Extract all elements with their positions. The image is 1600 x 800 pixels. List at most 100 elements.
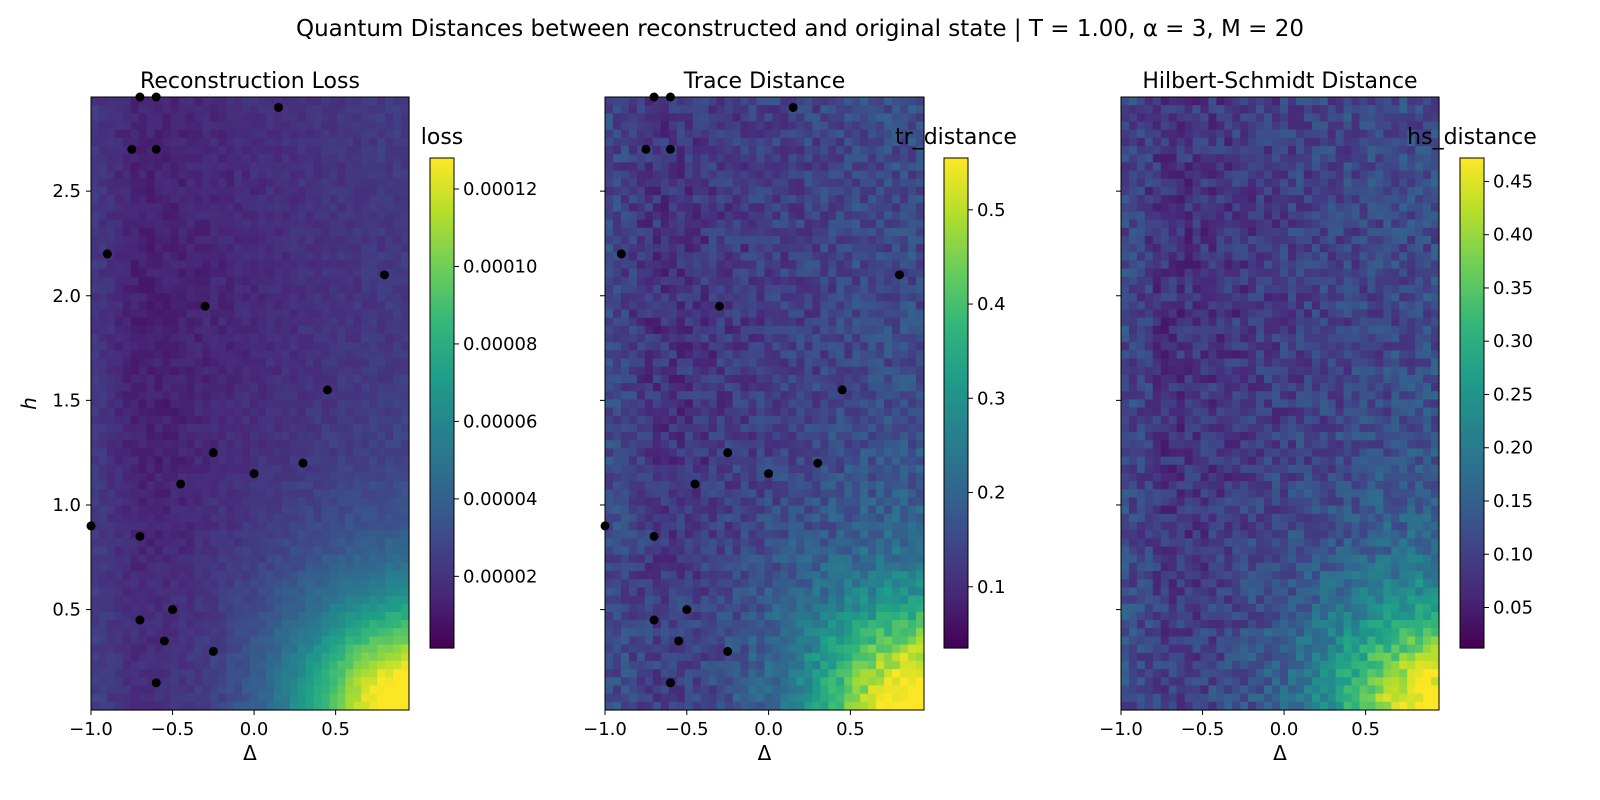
heatmap-cell	[812, 219, 821, 229]
heatmap-cell	[780, 399, 790, 409]
heatmap-cell	[740, 350, 750, 360]
heatmap-cell	[162, 105, 172, 114]
heatmap-cell	[178, 252, 187, 262]
heatmap-cell	[297, 432, 307, 441]
heatmap-cell	[345, 227, 354, 237]
heatmap-cell	[130, 195, 140, 204]
heatmap-cell	[297, 97, 307, 106]
heatmap-cell	[369, 317, 378, 327]
heatmap-cell	[820, 195, 829, 204]
heatmap-cell	[106, 293, 116, 302]
heatmap-cell	[876, 268, 885, 278]
heatmap-cell	[273, 554, 283, 564]
heatmap-cell	[162, 611, 172, 621]
heatmap-cell	[91, 391, 100, 401]
heatmap-cell	[852, 113, 861, 123]
heatmap-cell	[636, 464, 646, 474]
heatmap-cell	[748, 423, 758, 433]
heatmap-cell	[138, 415, 148, 425]
heatmap-cell	[106, 260, 116, 270]
heatmap-cell	[114, 186, 124, 196]
heatmap-cell	[98, 522, 108, 531]
heatmap-cell	[170, 636, 180, 646]
heatmap-cell	[154, 129, 164, 139]
heatmap-cell	[692, 342, 702, 351]
heatmap-cell	[732, 358, 742, 368]
heatmap-cell	[122, 423, 132, 433]
heatmap-cell	[780, 342, 790, 351]
heatmap-cell	[242, 587, 251, 597]
heatmap-cell	[98, 309, 108, 319]
heatmap-cell	[91, 660, 100, 670]
heatmap-cell	[361, 186, 370, 196]
heatmap-cell	[780, 415, 790, 425]
heatmap-cell	[98, 464, 108, 474]
heatmap-cell	[273, 513, 283, 523]
heatmap-cell	[210, 530, 219, 539]
heatmap-cell	[636, 423, 646, 433]
heatmap-cell	[170, 105, 180, 114]
heatmap-cell	[676, 162, 686, 172]
heatmap-cell	[620, 383, 630, 392]
heatmap-cell	[345, 244, 354, 253]
heatmap-cell	[321, 440, 331, 450]
heatmap-cell	[313, 603, 323, 613]
heatmap-cell	[210, 317, 219, 327]
heatmap-cell	[393, 137, 402, 147]
heatmap-cell	[194, 350, 203, 360]
heatmap-cell	[716, 399, 726, 409]
heatmap-cell	[361, 342, 370, 351]
heatmap-cell	[820, 350, 829, 360]
heatmap-cell	[908, 448, 917, 458]
heatmap-cell	[756, 350, 766, 360]
heatmap-cell	[393, 391, 402, 401]
heatmap-cell	[780, 276, 790, 286]
heatmap-cell	[202, 244, 211, 253]
heatmap-cell	[353, 432, 362, 441]
heatmap-cell	[401, 423, 410, 433]
heatmap-cell	[257, 170, 267, 180]
heatmap-cell	[892, 284, 901, 294]
heatmap-cell	[226, 579, 235, 588]
heatmap-cell	[202, 97, 211, 106]
heatmap-cell	[337, 154, 346, 163]
heatmap-cell	[257, 260, 267, 270]
heatmap-cell	[844, 276, 853, 286]
heatmap-cell	[91, 497, 100, 507]
heatmap-cell	[377, 391, 386, 401]
heatmap-cell	[242, 530, 251, 539]
heatmap-cell	[652, 407, 662, 417]
heatmap-cell	[257, 464, 267, 474]
heatmap-cell	[748, 284, 758, 294]
heatmap-cell	[202, 669, 211, 678]
heatmap-cell	[860, 146, 869, 155]
heatmap-cell	[114, 611, 124, 621]
heatmap-cell	[820, 284, 829, 294]
heatmap-cell	[202, 170, 211, 180]
heatmap-cell	[250, 546, 259, 556]
colorbar-segment	[430, 182, 454, 188]
heatmap-cell	[305, 374, 315, 384]
heatmap-cell	[281, 571, 291, 580]
heatmap-cell	[305, 620, 315, 629]
sample-point	[208, 448, 218, 458]
heatmap-cell	[329, 195, 339, 204]
heatmap-cell	[146, 170, 156, 180]
heatmap-cell	[329, 293, 339, 302]
heatmap-cell	[154, 538, 164, 548]
heatmap-cell	[700, 284, 710, 294]
heatmap-cell	[636, 284, 646, 294]
heatmap-cell	[385, 113, 394, 123]
heatmap-cell	[218, 146, 227, 155]
heatmap-cell	[146, 260, 156, 270]
heatmap-cell	[273, 636, 283, 646]
heatmap-cell	[321, 105, 331, 114]
x-tick-label: 0.5	[321, 719, 350, 740]
heatmap-cell	[812, 309, 821, 319]
heatmap-cell	[321, 701, 331, 711]
heatmap-cell	[884, 178, 893, 188]
heatmap-cell	[91, 579, 100, 588]
heatmap-cell	[91, 317, 100, 327]
heatmap-cell	[732, 399, 742, 409]
heatmap-cell	[265, 464, 275, 474]
